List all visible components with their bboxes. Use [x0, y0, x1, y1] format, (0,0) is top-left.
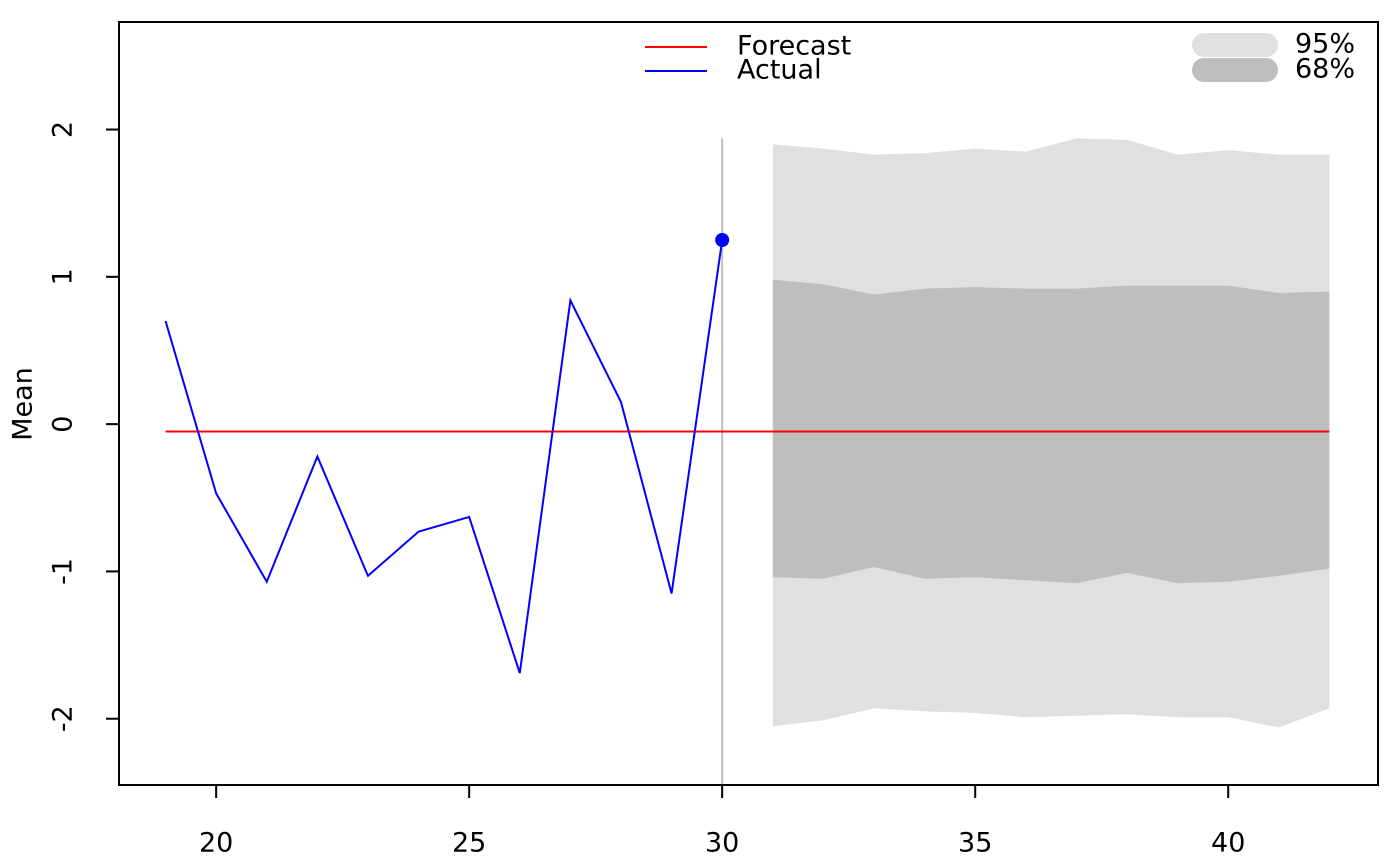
x-tick-label: 20 [199, 828, 233, 859]
x-tick-label: 25 [452, 828, 486, 859]
x-tick-label: 40 [1211, 828, 1245, 859]
y-axis-label: Mean [8, 367, 39, 441]
legend-swatch [1192, 33, 1278, 57]
y-tick-label: -2 [48, 705, 79, 732]
legend-label: 95% [1295, 29, 1355, 60]
x-tick-label: 30 [705, 828, 739, 859]
legend-label: 68% [1295, 54, 1355, 85]
y-tick-label: 0 [48, 416, 79, 433]
y-tick-label: 1 [48, 268, 79, 285]
y-tick-label: -1 [48, 558, 79, 585]
line [164, 239, 724, 674]
legend-swatch [1192, 58, 1278, 82]
plot-frame [118, 21, 1379, 786]
last-point [715, 233, 730, 247]
y-tick-label: 2 [48, 121, 79, 138]
legend-label: Actual [737, 55, 822, 86]
x-tick-label: 35 [958, 828, 992, 859]
legend-label: Forecast [737, 31, 851, 62]
